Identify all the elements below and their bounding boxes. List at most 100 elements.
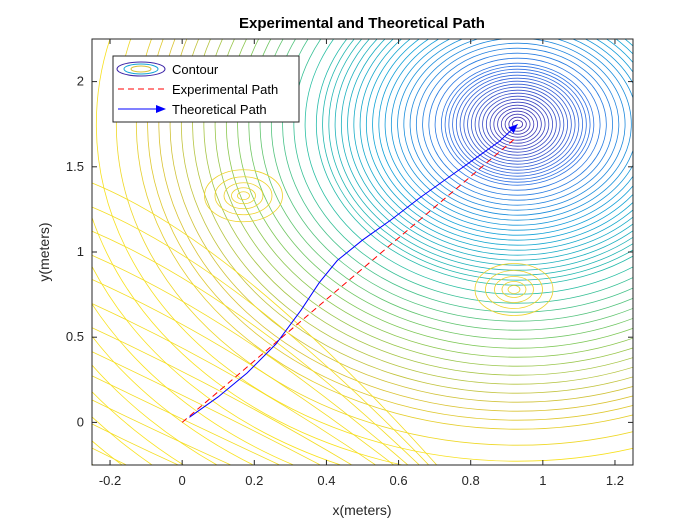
obstacle-contour-ring: [237, 191, 250, 201]
goal-contour-ring: [504, 113, 531, 135]
legend-theoretical-arrowhead: [156, 105, 166, 113]
goal-contour-ring: [397, 39, 633, 221]
goal-contour-ring: [203, 39, 633, 376]
goal-contour-ring: [192, 39, 633, 385]
field-contour-line: [92, 254, 409, 465]
y-tick-label: 1: [77, 244, 84, 259]
goal-contour-ring: [452, 71, 583, 177]
x-tick-label: 1.2: [606, 473, 624, 488]
obstacle-contour-ring: [214, 176, 273, 216]
obstacle-contour-ring: [204, 169, 283, 223]
obstacle-contour-ring: [223, 182, 264, 210]
goal-contour-ring: [353, 39, 633, 256]
goal-contour-ring: [463, 80, 572, 168]
goal-contour-ring: [248, 39, 633, 340]
x-tick-label: 0.4: [317, 473, 335, 488]
goal-contour-ring: [478, 92, 557, 156]
obstacle-contour-ring: [494, 276, 534, 303]
goal-contour-ring: [181, 39, 633, 394]
field-contour-line: [92, 423, 180, 465]
goal-contour-ring: [474, 89, 561, 159]
obstacle-contour-ring: [485, 270, 543, 309]
goal-contour-ring: [415, 42, 620, 206]
field-contour-line: [92, 230, 420, 465]
obstacle-contour-ring: [474, 263, 554, 316]
axis-ticks: -0.2 0 0.2 0.4 0.6 0.8 1 1.2 0 0.5 1 1.5 2: [66, 39, 633, 488]
goal-contour-ring: [136, 39, 633, 430]
y-axis-label: y(meters): [36, 222, 52, 281]
x-tick-label: 0.2: [245, 473, 263, 488]
goal-contour-ring: [347, 39, 633, 261]
goal-contour-ring: [500, 110, 535, 138]
legend-label-theoretical: Theoretical Path: [172, 102, 267, 117]
goal-contour-ring: [428, 52, 607, 196]
goal-contour-ring: [378, 39, 633, 236]
legend: Contour Experimental Path Theoretical Pa…: [112, 55, 300, 123]
goal-contour-ring: [340, 39, 633, 266]
goal-contour-ring: [440, 62, 595, 186]
obstacle-contour-ring: [507, 285, 521, 294]
goal-contour-ring: [497, 107, 538, 141]
field-contour-line: [92, 182, 438, 465]
goal-contour-ring: [214, 39, 633, 367]
goal-contour-ring: [390, 39, 633, 226]
theoretical-path-arrowhead: [508, 124, 518, 134]
theoretical-path: [189, 123, 518, 418]
goal-contour-ring: [489, 101, 546, 147]
obstacle-contour-ring: [501, 281, 527, 298]
goal-contour-ring: [259, 39, 633, 331]
goal-contour-ring: [482, 95, 553, 153]
goal-contour-ring: [147, 39, 633, 421]
goal-contour-ring: [422, 47, 613, 201]
field-contour-line: [92, 206, 430, 465]
goal-contour-ring: [237, 39, 633, 349]
goal-contour-ring: [271, 39, 633, 322]
goal-contour-ring: [293, 39, 633, 304]
x-tick-label: 0.8: [462, 473, 480, 488]
field-contour-line: [92, 303, 377, 465]
goal-contour-ring: [508, 116, 527, 132]
path-series: [181, 123, 518, 423]
y-tick-label: 2: [77, 74, 84, 89]
field-contour-line: [92, 399, 232, 465]
legend-label-experimental: Experimental Path: [172, 82, 278, 97]
goal-contour-ring: [96, 39, 633, 462]
goal-contour-ring: [116, 39, 633, 446]
goal-contour-ring: [409, 39, 626, 211]
x-tick-label: 1: [539, 473, 546, 488]
goal-contour-ring: [158, 39, 633, 412]
goal-contour-ring: [315, 39, 633, 286]
goal-contour-ring: [444, 65, 591, 183]
y-tick-label: 0.5: [66, 329, 84, 344]
goal-contour-ring: [470, 86, 565, 162]
experimental-path: [181, 139, 515, 423]
legend-contour-swatch: [116, 61, 166, 77]
goal-contour-ring: [493, 104, 542, 144]
x-tick-label: 0: [179, 473, 186, 488]
goal-contour-ring: [372, 39, 633, 241]
goal-contour-ring: [334, 39, 633, 271]
goal-contour-ring: [512, 119, 523, 129]
legend-label-contour: Contour: [172, 62, 219, 77]
field-contour-line: [92, 375, 281, 465]
goal-contour-ring: [434, 57, 601, 191]
field-contour-line: [92, 327, 353, 465]
goal-contour-ring: [226, 39, 633, 358]
x-tick-label: 0.6: [390, 473, 408, 488]
field-contour-line: [92, 351, 322, 465]
goal-contour-ring: [467, 83, 568, 165]
goal-contour-ring: [384, 39, 633, 231]
x-axis-label: x(meters): [332, 502, 391, 518]
field-contour-line: [92, 279, 395, 465]
chart-title: Experimental and Theoretical Path: [239, 15, 485, 32]
goal-contour-ring: [485, 98, 550, 150]
goal-contour-ring: [328, 39, 633, 276]
goal-contour-ring: [359, 39, 633, 251]
goal-contour-ring: [455, 74, 580, 174]
goal-contour-ring: [282, 39, 633, 313]
y-tick-label: 0: [77, 414, 84, 429]
goal-contour-ring: [169, 39, 633, 403]
goal-contour-ring: [448, 68, 587, 180]
goal-contour-ring: [322, 39, 633, 281]
